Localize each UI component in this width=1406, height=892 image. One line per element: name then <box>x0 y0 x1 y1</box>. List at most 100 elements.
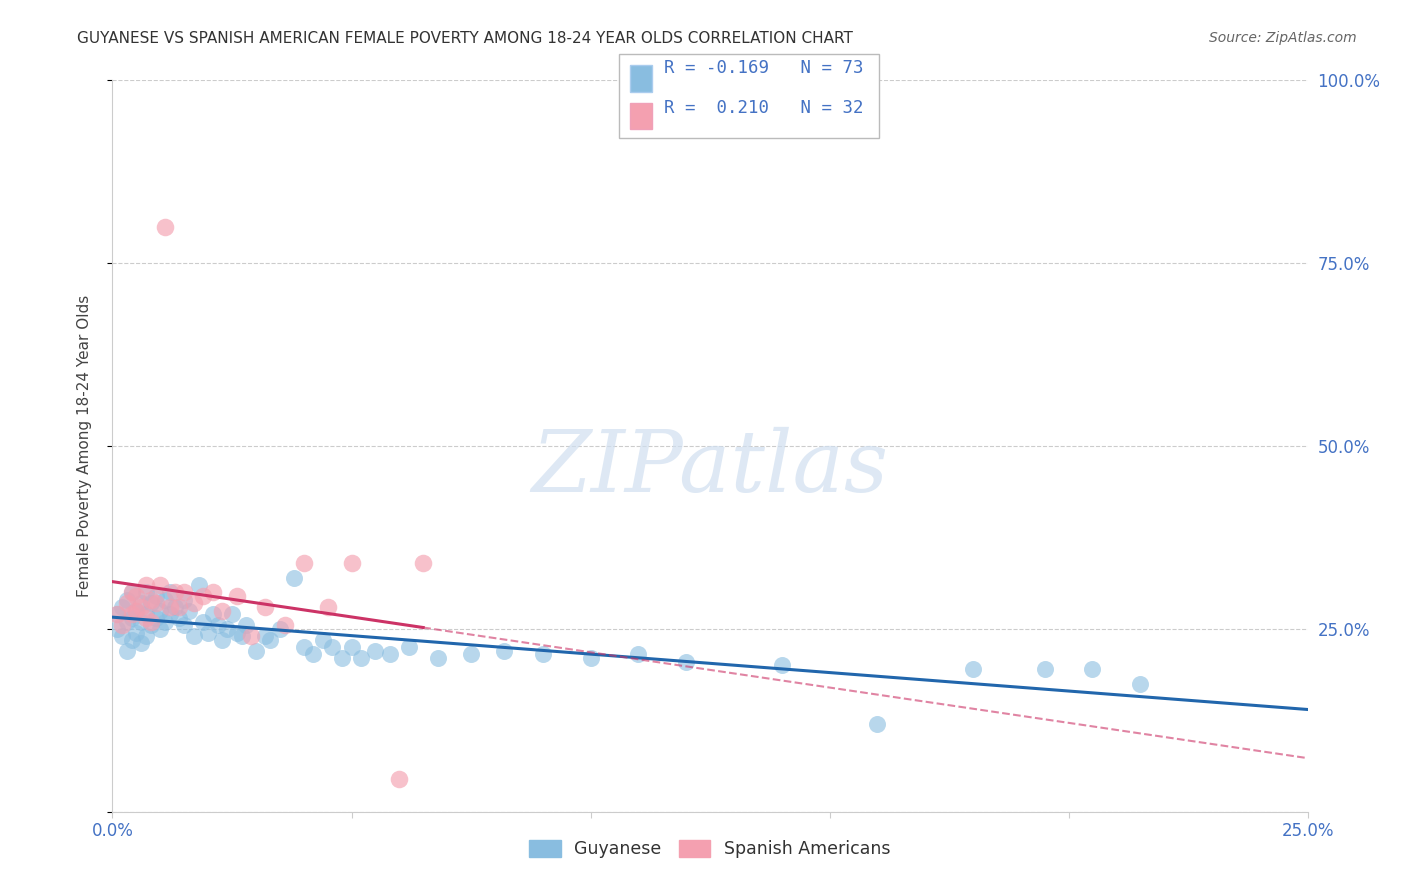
Point <box>412 556 434 570</box>
Point <box>398 640 420 655</box>
Point <box>364 644 387 658</box>
Point <box>125 625 148 640</box>
Point <box>121 585 143 599</box>
Point <box>159 607 181 622</box>
Point <box>173 592 195 607</box>
Point <box>169 599 191 614</box>
Legend: Guyanese, Spanish Americans: Guyanese, Spanish Americans <box>523 832 897 865</box>
Point <box>201 607 224 622</box>
Point <box>125 603 148 617</box>
Point <box>340 556 363 570</box>
Point <box>121 632 143 647</box>
Point <box>217 622 239 636</box>
Point <box>378 648 401 662</box>
Point <box>388 772 411 786</box>
Point <box>426 651 449 665</box>
Point <box>135 611 157 625</box>
Point <box>183 629 205 643</box>
Point <box>149 603 172 617</box>
Point <box>153 615 176 629</box>
Point <box>169 611 191 625</box>
Point <box>121 611 143 625</box>
Point <box>254 599 277 614</box>
Point <box>201 585 224 599</box>
Point <box>139 596 162 610</box>
Point <box>273 618 295 632</box>
Point <box>105 607 128 622</box>
Point <box>139 592 162 607</box>
Point <box>283 571 305 585</box>
Text: R =  0.210   N = 32: R = 0.210 N = 32 <box>664 99 863 117</box>
Point <box>207 618 229 632</box>
Point <box>193 589 215 603</box>
Point <box>121 607 143 622</box>
Text: Source: ZipAtlas.com: Source: ZipAtlas.com <box>1209 31 1357 45</box>
Point <box>159 585 181 599</box>
Point <box>187 578 209 592</box>
Point <box>111 629 134 643</box>
Point <box>105 622 128 636</box>
Point <box>159 599 181 614</box>
Point <box>225 625 247 640</box>
Y-axis label: Female Poverty Among 18-24 Year Olds: Female Poverty Among 18-24 Year Olds <box>77 295 91 597</box>
Point <box>153 219 176 234</box>
Point <box>115 644 138 658</box>
Point <box>675 655 697 669</box>
Point <box>211 603 233 617</box>
Point <box>139 615 162 629</box>
Point <box>770 658 793 673</box>
Text: R = -0.169   N = 73: R = -0.169 N = 73 <box>664 59 863 77</box>
Point <box>269 622 291 636</box>
Point <box>330 651 353 665</box>
Point <box>111 618 134 632</box>
Point <box>211 632 233 647</box>
Point <box>177 603 200 617</box>
Point <box>173 585 195 599</box>
Point <box>579 651 602 665</box>
Point <box>627 648 650 662</box>
Point <box>145 589 167 603</box>
Point <box>183 596 205 610</box>
Point <box>259 632 281 647</box>
Point <box>149 578 172 592</box>
Point <box>111 599 134 614</box>
Point <box>531 648 554 662</box>
Point <box>135 578 157 592</box>
Point <box>145 611 167 625</box>
Point <box>135 629 157 643</box>
Point <box>221 607 243 622</box>
Point <box>1081 662 1104 676</box>
Point <box>149 622 172 636</box>
Point <box>115 596 138 610</box>
Point <box>1129 676 1152 690</box>
Point <box>254 629 277 643</box>
Point <box>962 662 984 676</box>
Point <box>105 607 128 622</box>
Point <box>115 592 138 607</box>
Point <box>115 615 138 629</box>
Point <box>231 629 253 643</box>
Point <box>129 615 152 629</box>
Point <box>193 615 215 629</box>
Point <box>163 585 186 599</box>
Text: GUYANESE VS SPANISH AMERICAN FEMALE POVERTY AMONG 18-24 YEAR OLDS CORRELATION CH: GUYANESE VS SPANISH AMERICAN FEMALE POVE… <box>77 31 853 46</box>
Point <box>1033 662 1056 676</box>
Point <box>321 640 343 655</box>
Point <box>494 644 516 658</box>
Point <box>225 589 247 603</box>
Point <box>240 629 263 643</box>
Point <box>125 589 148 603</box>
Text: ZIPatlas: ZIPatlas <box>531 426 889 509</box>
Point <box>135 607 157 622</box>
Point <box>350 651 373 665</box>
Point <box>173 618 195 632</box>
Point <box>866 717 889 731</box>
Point <box>139 618 162 632</box>
Point <box>245 644 267 658</box>
Point <box>460 648 482 662</box>
Point <box>316 599 339 614</box>
Point <box>292 556 315 570</box>
Point <box>312 632 335 647</box>
Point <box>121 585 143 599</box>
Point <box>129 599 152 614</box>
